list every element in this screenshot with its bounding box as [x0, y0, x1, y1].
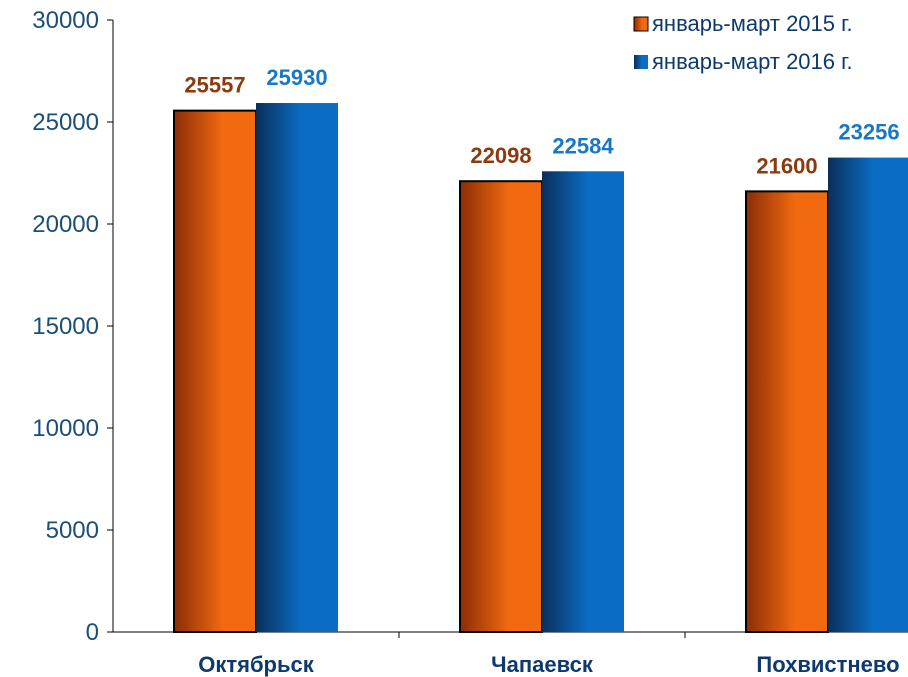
bars: [173, 103, 908, 634]
y-tick-label: 0: [86, 619, 99, 646]
legend-swatch: [634, 55, 648, 69]
data-label: 22584: [552, 133, 614, 158]
bar-2015-1: [459, 180, 543, 633]
y-tick-label: 15000: [32, 313, 99, 340]
bar-2015-0: [173, 109, 257, 633]
data-labels: 25557 22098 21600 25930 22584 23256: [184, 65, 899, 178]
data-label: 21600: [756, 153, 817, 178]
y-tick-label: 20000: [32, 211, 99, 238]
y-axis: 0 5000 10000 15000 20000 25000 30000: [32, 7, 114, 646]
legend-swatch: [633, 16, 649, 32]
data-label: 25930: [266, 65, 327, 90]
y-tick-label: 5000: [46, 517, 99, 544]
legend: январь-март 2015 г. январь-март 2016 г.: [633, 11, 853, 74]
x-category-label: Похвистнево: [756, 652, 899, 677]
x-axis: Октябрьск Чапаевск Похвистнево: [113, 631, 908, 677]
x-category-label: Октябрьск: [198, 652, 315, 677]
y-tick-label: 10000: [32, 415, 99, 442]
x-category-label: Чапаевск: [491, 652, 594, 677]
data-label: 22098: [470, 143, 531, 168]
y-tick-label: 30000: [32, 7, 99, 34]
legend-label: январь-март 2016 г.: [652, 49, 853, 74]
data-label: 23256: [838, 120, 899, 145]
bar-2016-0: [256, 103, 338, 632]
bar-2016-1: [542, 171, 624, 632]
data-label: 25557: [184, 73, 245, 98]
bar-2016-2: [828, 157, 908, 632]
legend-label: январь-март 2015 г.: [652, 11, 853, 36]
y-tick-label: 25000: [32, 109, 99, 136]
bar-2015-2: [745, 190, 829, 634]
